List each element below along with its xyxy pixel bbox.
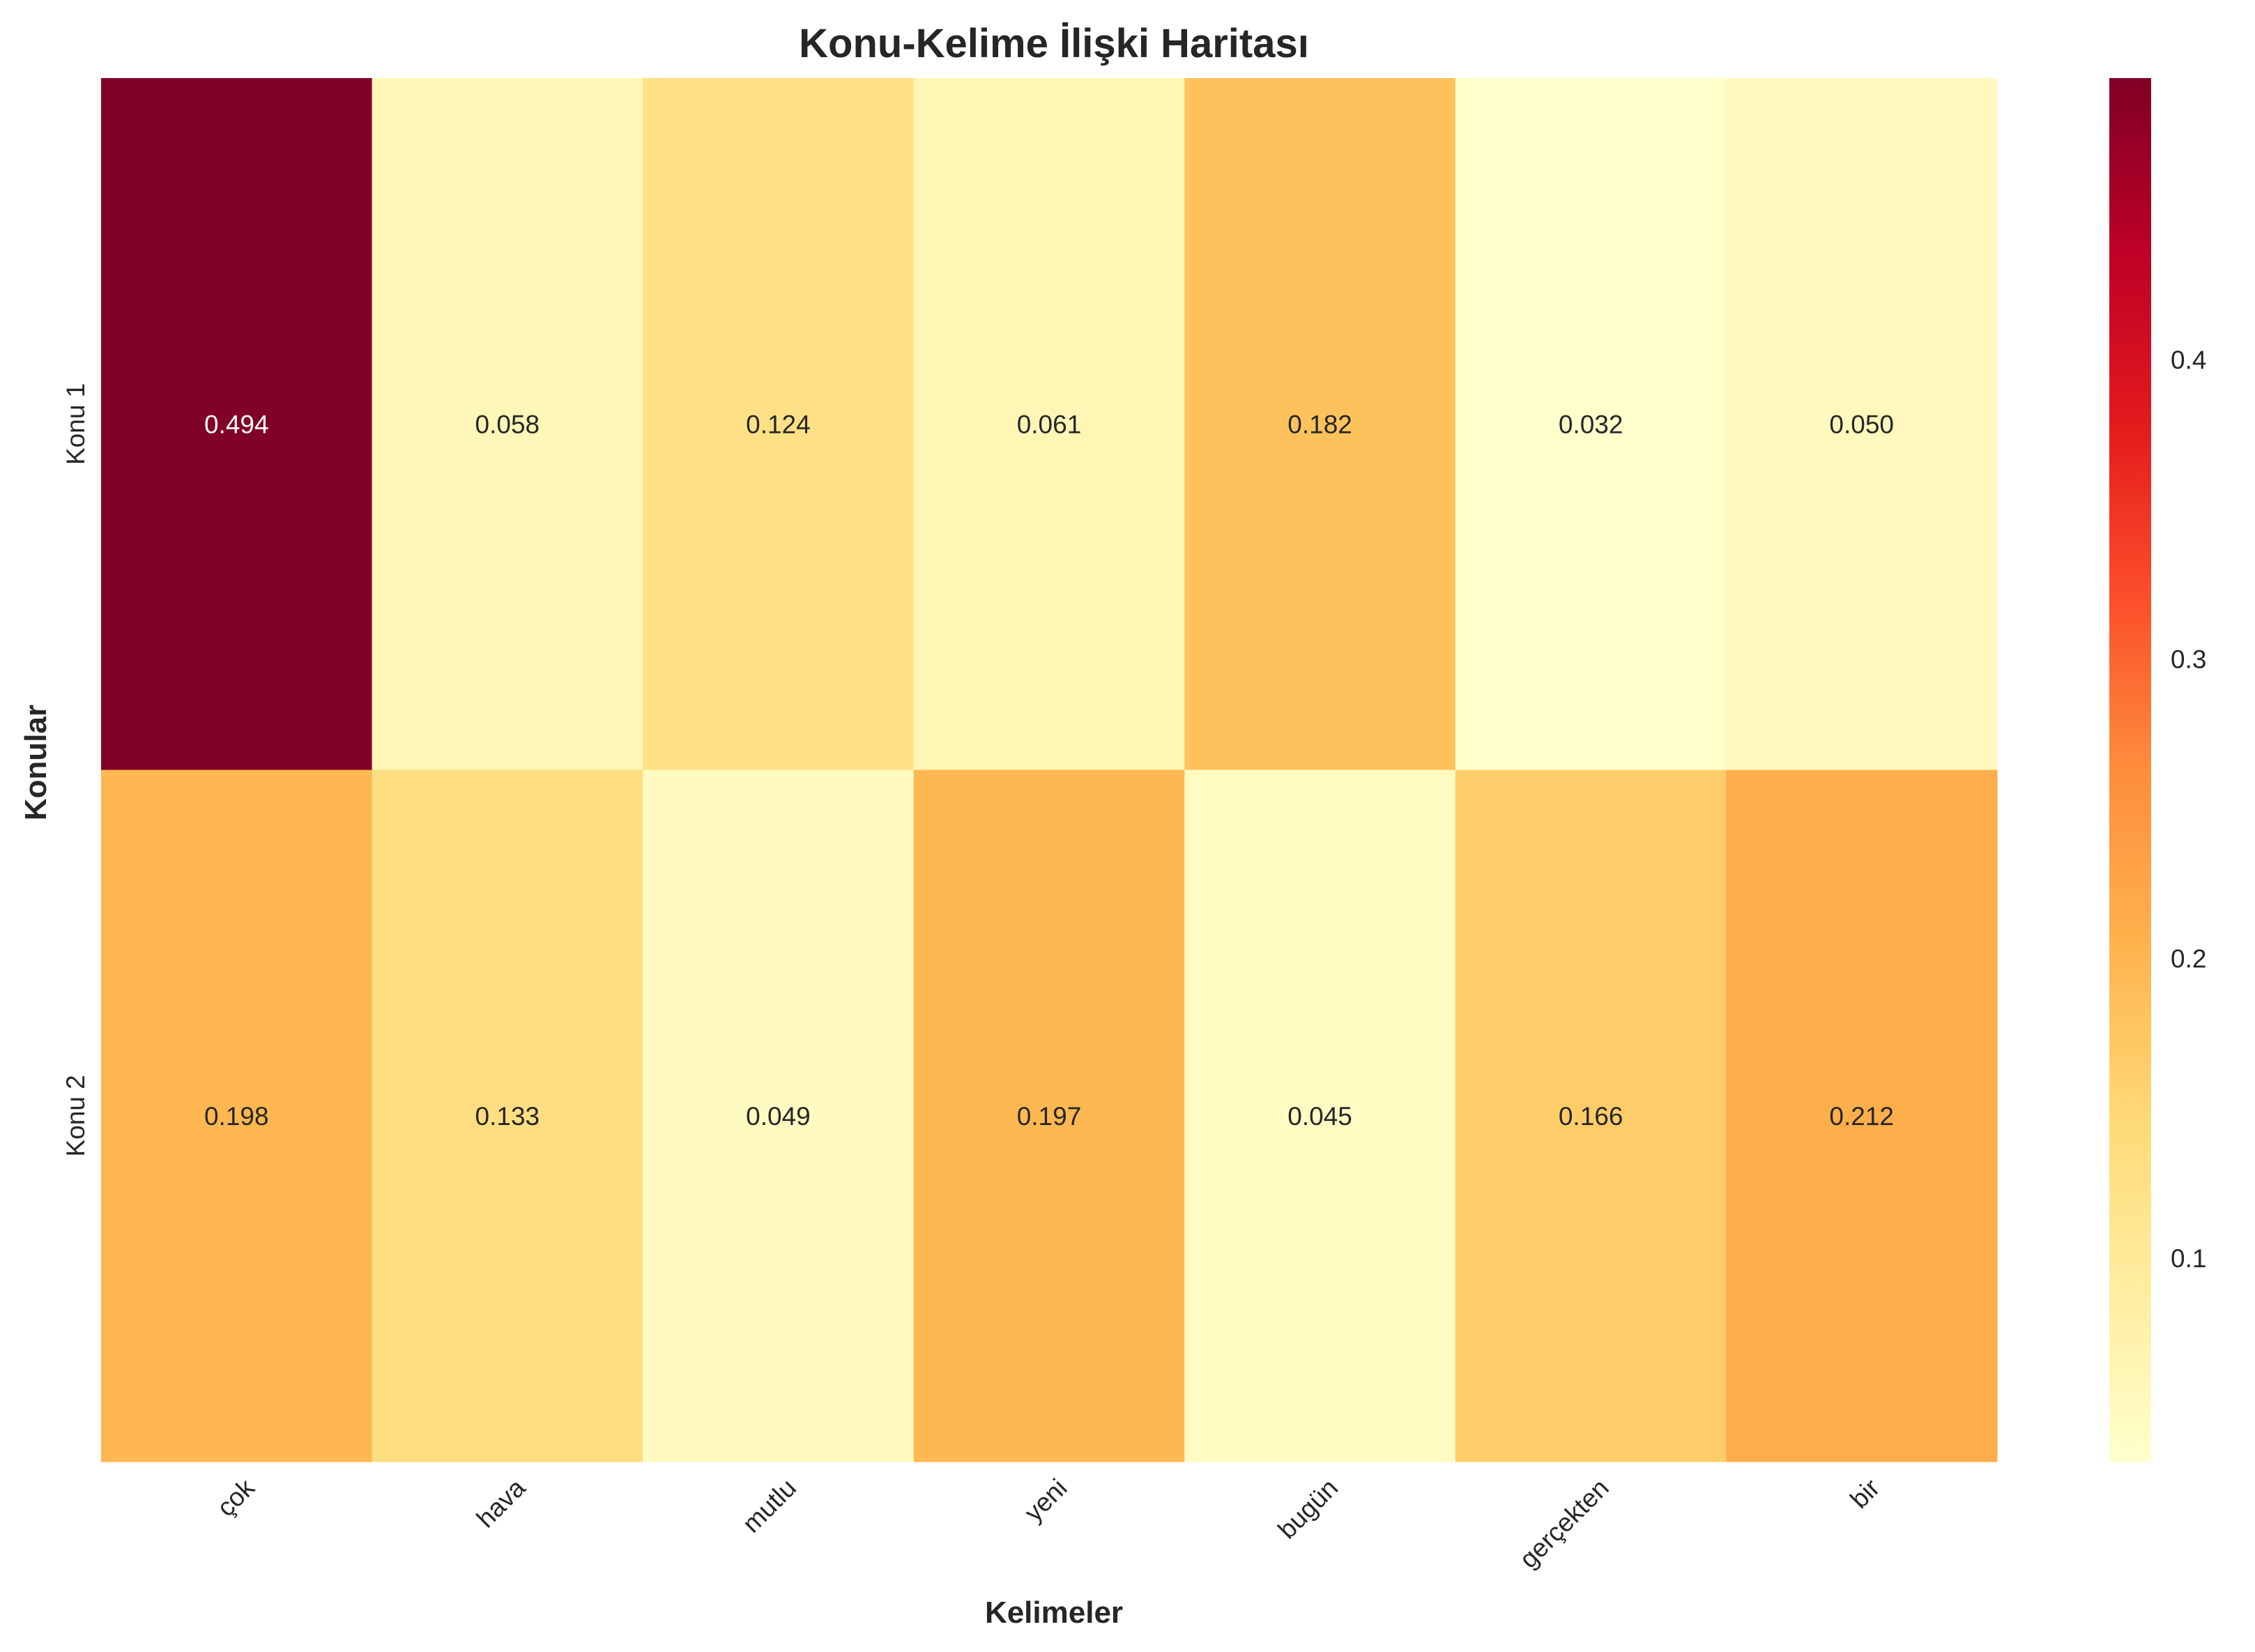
heatmap-cell [372,78,643,770]
cell-value-label: 0.061 [1017,410,1082,438]
heatmap-cell [372,770,643,1462]
heatmap-cell-labels: 0.494 0.058 0.124 0.061 0.182 0.032 0.050 0.198… [204,410,1894,1131]
cell-value-label: 0.124 [746,410,811,438]
heatmap-cell [1184,770,1456,1462]
x-tick-label: çok [211,1473,260,1522]
y-tick-label: Konu 1 [61,383,90,465]
cell-value-label: 0.197 [1017,1102,1082,1131]
y-tick-label: Konu 2 [61,1075,90,1156]
x-tick-label: gerçekten [1514,1474,1614,1574]
heatmap-cell [1184,78,1456,770]
cell-value-label: 0.182 [1287,410,1352,438]
colorbar-tick-label: 0.2 [2171,944,2206,973]
cell-value-label: 0.050 [1829,410,1894,438]
colorbar-tick-label: 0.4 [2171,346,2206,374]
heatmap-cell [913,770,1185,1462]
x-tick-label: mutlu [737,1474,802,1538]
heatmap-cell [1455,770,1727,1462]
heatmap-cells [101,78,1998,1462]
heatmap-cell [1726,78,1998,770]
colorbar-tick-label: 0.3 [2171,645,2206,674]
cell-value-label: 0.212 [1829,1102,1894,1131]
colorbar-tick-labels: 0.1 0.2 0.3 0.4 [2171,346,2206,1273]
cell-value-label: 0.198 [204,1102,269,1131]
heatmap-cell [101,78,373,770]
colorbar [2109,78,2151,1462]
cell-value-label: 0.133 [475,1102,540,1131]
cell-value-label: 0.058 [475,410,540,438]
heatmap-cell [913,78,1185,770]
chart-title: Konu-Kelime İlişki Haritası [799,21,1309,66]
cell-value-label: 0.494 [204,410,269,438]
cell-value-label: 0.045 [1287,1102,1352,1131]
x-tick-label: bugün [1272,1474,1343,1545]
heatmap-cell [1455,78,1727,770]
cell-value-label: 0.166 [1559,1102,1623,1131]
cell-value-label: 0.032 [1559,410,1623,438]
x-axis-label: Kelimeler [985,1596,1123,1630]
colorbar-tick-label: 0.1 [2171,1244,2206,1273]
heatmap-cell [101,770,373,1462]
x-tick-label: yeni [1019,1474,1073,1527]
y-axis-tick-labels: Konu 1 Konu 2 [61,383,90,1157]
heatmap-cell [643,770,915,1462]
x-tick-label: hava [471,1473,531,1533]
x-tick-label: bir [1844,1474,1885,1514]
heatmap-cell [643,78,915,770]
cell-value-label: 0.049 [746,1102,811,1131]
x-axis-tick-labels: çok hava mutlu yeni bugün gerçekten bir [211,1473,1885,1573]
y-axis-label: Konular [19,705,53,820]
heatmap-cell [1726,770,1998,1462]
